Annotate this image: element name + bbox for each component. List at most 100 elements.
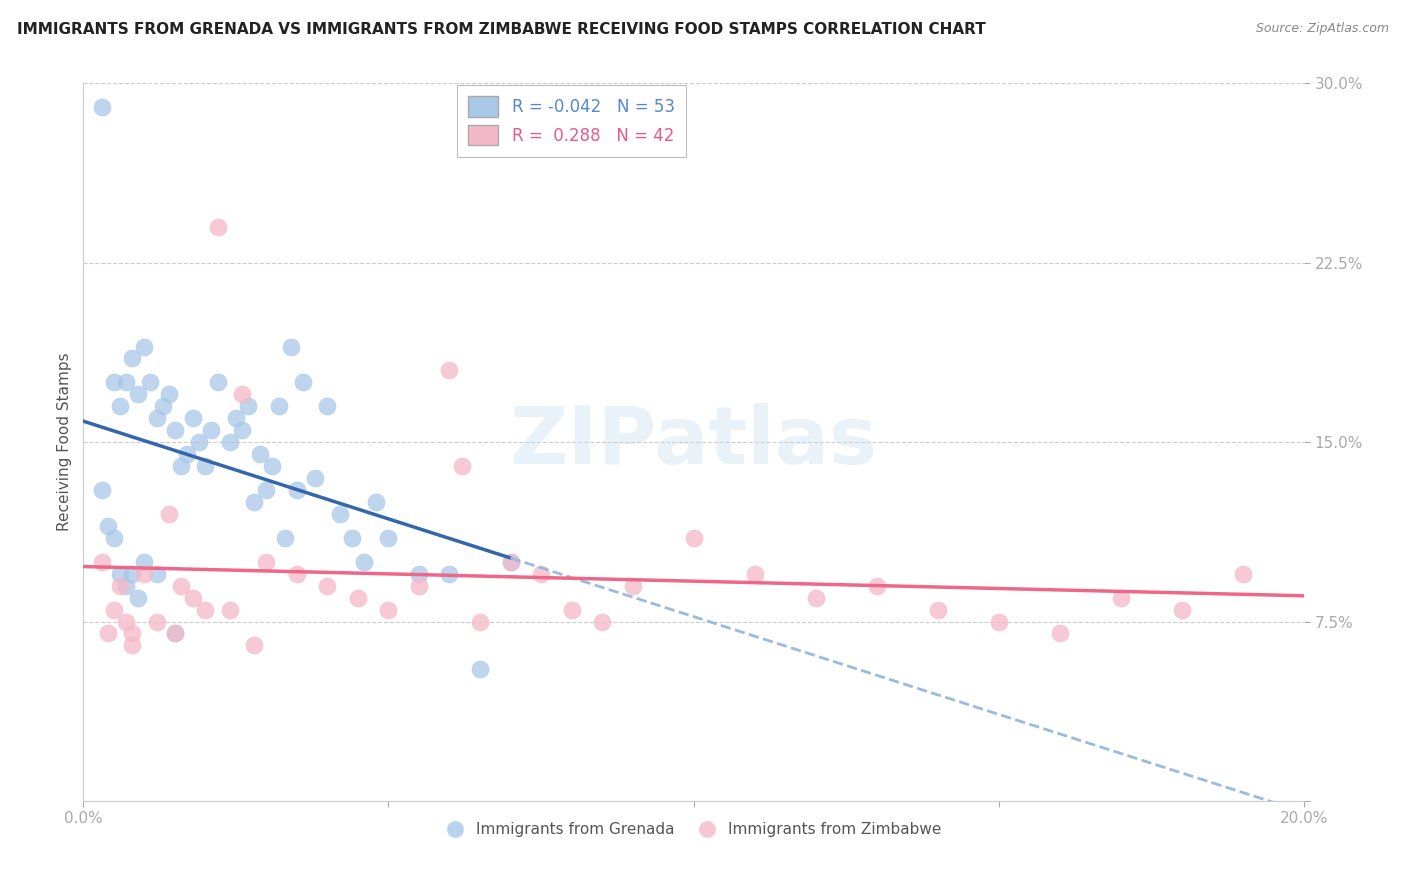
Point: [218, 435, 240, 450]
Legend: Immigrants from Grenada, Immigrants from Zimbabwe: Immigrants from Grenada, Immigrants from…: [440, 816, 948, 844]
Point: [866, 579, 889, 593]
Point: [121, 351, 143, 366]
Point: [115, 615, 138, 629]
Point: [157, 507, 180, 521]
Point: [439, 363, 461, 377]
Point: [145, 566, 167, 581]
Point: [468, 615, 491, 629]
Point: [366, 495, 388, 509]
Point: [621, 579, 644, 593]
Point: [591, 615, 613, 629]
Point: [243, 495, 266, 509]
Text: Source: ZipAtlas.com: Source: ZipAtlas.com: [1256, 22, 1389, 36]
Point: [176, 447, 198, 461]
Point: [121, 639, 143, 653]
Point: [499, 555, 522, 569]
Point: [170, 459, 193, 474]
Point: [90, 100, 112, 114]
Point: [236, 399, 259, 413]
Point: [243, 639, 266, 653]
Point: [1171, 602, 1194, 616]
Point: [280, 339, 302, 353]
Point: [163, 423, 186, 437]
Point: [499, 555, 522, 569]
Point: [340, 531, 363, 545]
Point: [225, 411, 247, 425]
Y-axis label: Receiving Food Stamps: Receiving Food Stamps: [58, 353, 72, 532]
Point: [231, 423, 253, 437]
Point: [194, 459, 217, 474]
Point: [316, 579, 339, 593]
Point: [134, 566, 156, 581]
Point: [115, 376, 138, 390]
Point: [254, 483, 277, 497]
Point: [377, 531, 399, 545]
Point: [200, 423, 222, 437]
Point: [561, 602, 583, 616]
Point: [744, 566, 766, 581]
Point: [1109, 591, 1132, 605]
Point: [254, 555, 277, 569]
Point: [103, 376, 125, 390]
Point: [231, 387, 253, 401]
Point: [134, 339, 156, 353]
Point: [530, 566, 553, 581]
Point: [207, 219, 229, 234]
Point: [1232, 566, 1254, 581]
Point: [108, 566, 131, 581]
Point: [108, 399, 131, 413]
Point: [157, 387, 180, 401]
Point: [450, 459, 472, 474]
Text: ZIPatlas: ZIPatlas: [509, 403, 877, 481]
Point: [207, 376, 229, 390]
Point: [163, 626, 186, 640]
Point: [103, 602, 125, 616]
Point: [139, 376, 162, 390]
Point: [108, 579, 131, 593]
Point: [188, 435, 211, 450]
Point: [194, 602, 217, 616]
Point: [304, 471, 326, 485]
Point: [97, 626, 120, 640]
Point: [439, 566, 461, 581]
Point: [127, 387, 149, 401]
Point: [316, 399, 339, 413]
Point: [121, 566, 143, 581]
Point: [97, 519, 120, 533]
Point: [353, 555, 375, 569]
Point: [408, 579, 430, 593]
Point: [987, 615, 1010, 629]
Point: [249, 447, 271, 461]
Point: [273, 531, 295, 545]
Point: [1049, 626, 1071, 640]
Point: [285, 483, 308, 497]
Point: [181, 411, 204, 425]
Point: [163, 626, 186, 640]
Point: [103, 531, 125, 545]
Point: [267, 399, 290, 413]
Point: [134, 555, 156, 569]
Text: IMMIGRANTS FROM GRENADA VS IMMIGRANTS FROM ZIMBABWE RECEIVING FOOD STAMPS CORREL: IMMIGRANTS FROM GRENADA VS IMMIGRANTS FR…: [17, 22, 986, 37]
Point: [152, 399, 174, 413]
Point: [408, 566, 430, 581]
Point: [145, 615, 167, 629]
Point: [927, 602, 949, 616]
Point: [377, 602, 399, 616]
Point: [285, 566, 308, 581]
Point: [468, 662, 491, 676]
Point: [347, 591, 370, 605]
Point: [292, 376, 315, 390]
Point: [682, 531, 704, 545]
Point: [90, 555, 112, 569]
Point: [127, 591, 149, 605]
Point: [804, 591, 827, 605]
Point: [170, 579, 193, 593]
Point: [181, 591, 204, 605]
Point: [145, 411, 167, 425]
Point: [262, 459, 284, 474]
Point: [115, 579, 138, 593]
Point: [329, 507, 352, 521]
Point: [121, 626, 143, 640]
Point: [218, 602, 240, 616]
Point: [90, 483, 112, 497]
